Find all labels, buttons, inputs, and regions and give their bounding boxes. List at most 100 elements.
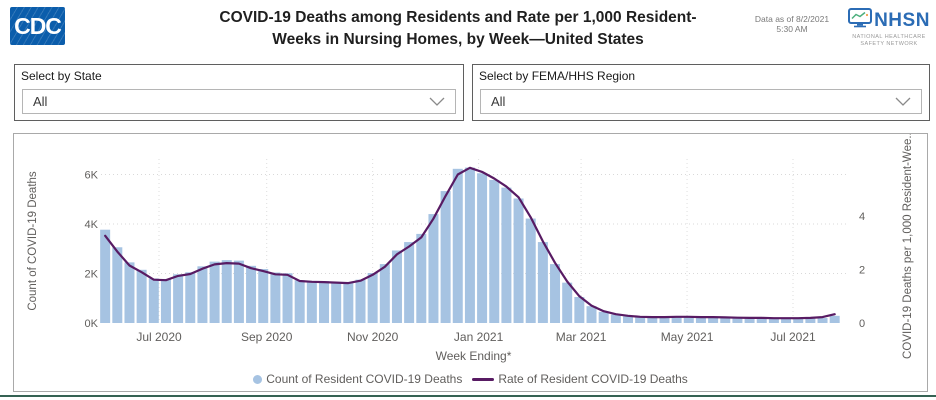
nhsn-subtitle: NATIONAL HEALTHCARE SAFETY NETWORK: [852, 34, 926, 47]
bar[interactable]: [294, 280, 305, 323]
bar[interactable]: [404, 242, 415, 323]
bar[interactable]: [209, 261, 220, 323]
y-right-tick: 2: [859, 265, 865, 277]
state-dropdown-value: All: [33, 94, 48, 109]
bar[interactable]: [331, 281, 342, 323]
data-as-of-time: 5:30 AM: [776, 24, 808, 34]
bar[interactable]: [708, 317, 719, 323]
bar[interactable]: [428, 214, 439, 323]
nhsn-logo: NHSN NATIONAL HEALTHCARE SAFETY NETWORK: [845, 8, 933, 47]
bar[interactable]: [744, 318, 755, 323]
legend-item-rate[interactable]: Rate of Resident COVID-19 Deaths: [472, 372, 688, 386]
region-dropdown[interactable]: All: [480, 89, 922, 114]
bar[interactable]: [124, 262, 135, 323]
bar[interactable]: [270, 272, 281, 323]
bar[interactable]: [197, 266, 208, 323]
bar[interactable]: [829, 315, 840, 323]
bar[interactable]: [635, 317, 646, 323]
bar[interactable]: [185, 272, 196, 323]
legend-rate-marker: [472, 377, 495, 381]
bottom-divider: [0, 395, 936, 397]
bar[interactable]: [671, 317, 682, 323]
y-right-tick: 0: [859, 318, 865, 330]
bar[interactable]: [695, 317, 706, 323]
page-title-line-2: Weeks in Nursing Homes, by Week—United S…: [272, 31, 644, 48]
bar[interactable]: [258, 269, 269, 323]
x-tick: Jul 2021: [770, 330, 816, 344]
bar[interactable]: [537, 242, 548, 323]
bar[interactable]: [367, 273, 378, 323]
combo-chart[interactable]: 0K 2K 4K 6K 0 2 4 Jul 2020 Sep 2020 Nov 2020 Jan 2…: [14, 134, 927, 391]
bar[interactable]: [112, 247, 123, 323]
bar[interactable]: [683, 317, 694, 323]
bar[interactable]: [525, 218, 536, 323]
bar[interactable]: [136, 269, 147, 323]
bar[interactable]: [355, 279, 366, 323]
bar[interactable]: [391, 250, 402, 323]
x-tick: Jul 2020: [136, 330, 182, 344]
nhsn-monitor-icon: [848, 8, 873, 33]
y-left-tick: 6K: [85, 170, 99, 182]
header: CDC COVID-19 Deaths among Residents and …: [0, 0, 936, 60]
bar[interactable]: [598, 311, 609, 323]
state-dropdown[interactable]: All: [22, 89, 456, 114]
bar[interactable]: [732, 318, 743, 323]
bar[interactable]: [720, 318, 731, 323]
rate-line[interactable]: [104, 166, 836, 320]
bar[interactable]: [562, 282, 573, 323]
bar[interactable]: [319, 281, 330, 323]
region-dropdown-value: All: [491, 94, 506, 109]
filter-state-label: Select by State: [21, 69, 102, 83]
bar[interactable]: [501, 187, 512, 323]
bar[interactable]: [756, 318, 767, 323]
data-as-of-date: Data as of 8/2/2021: [754, 14, 830, 24]
bar[interactable]: [306, 280, 317, 323]
x-tick: Sep 2020: [241, 330, 293, 344]
bar[interactable]: [477, 173, 488, 323]
bar[interactable]: [148, 278, 159, 323]
bar[interactable]: [343, 282, 354, 323]
bar[interactable]: [282, 273, 293, 323]
cdc-logo-text: CDC: [14, 12, 62, 39]
bar[interactable]: [464, 167, 475, 323]
bar[interactable]: [160, 278, 171, 323]
nhsn-acronym: NHSN: [874, 9, 930, 31]
bar[interactable]: [805, 318, 816, 323]
legend-item-count[interactable]: Count of Resident COVID-19 Deaths: [253, 372, 462, 386]
bar[interactable]: [817, 318, 828, 323]
y-left-tick: 4K: [85, 219, 99, 231]
bar[interactable]: [622, 316, 633, 323]
bar[interactable]: [586, 306, 597, 323]
bar[interactable]: [659, 317, 670, 323]
bar[interactable]: [233, 260, 244, 323]
bar[interactable]: [781, 318, 792, 323]
bar[interactable]: [768, 318, 779, 323]
bar[interactable]: [489, 179, 500, 323]
bar[interactable]: [100, 229, 111, 323]
bar[interactable]: [574, 297, 585, 323]
bar[interactable]: [440, 191, 451, 323]
bar[interactable]: [416, 233, 427, 323]
filter-region-label: Select by FEMA/HHS Region: [479, 69, 636, 83]
bar[interactable]: [610, 314, 621, 323]
y-right-tick: 4: [859, 211, 865, 223]
data-as-of: Data as of 8/2/2021 5:30 AM: [742, 14, 842, 34]
bar[interactable]: [793, 318, 804, 323]
chevron-down-icon: [895, 93, 911, 111]
bar[interactable]: [647, 317, 658, 323]
bar[interactable]: [452, 168, 463, 323]
bar[interactable]: [513, 198, 524, 323]
bar[interactable]: [173, 274, 184, 323]
filter-region-box: Select by FEMA/HHS Region All: [472, 64, 930, 121]
chevron-down-icon: [429, 93, 445, 111]
bar[interactable]: [379, 264, 390, 323]
legend-rate-label: Rate of Resident COVID-19 Deaths: [498, 372, 688, 386]
bar[interactable]: [550, 264, 561, 323]
bar[interactable]: [246, 265, 257, 323]
x-tick: Nov 2020: [347, 330, 399, 344]
y-left-tick: 0K: [85, 318, 99, 330]
x-axis-title: Week Ending*: [436, 349, 512, 363]
legend-count-marker: [253, 374, 263, 384]
bar[interactable]: [221, 260, 232, 323]
